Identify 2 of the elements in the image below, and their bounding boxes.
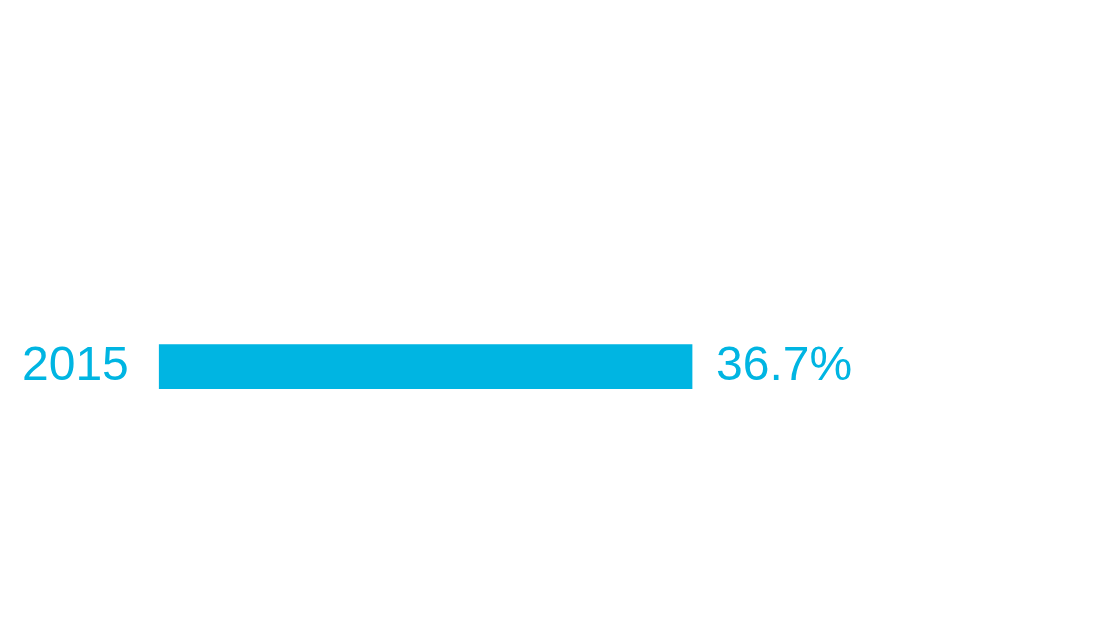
y-tick-label: 2015 xyxy=(22,336,129,390)
data-label: 36.7% xyxy=(716,336,853,390)
